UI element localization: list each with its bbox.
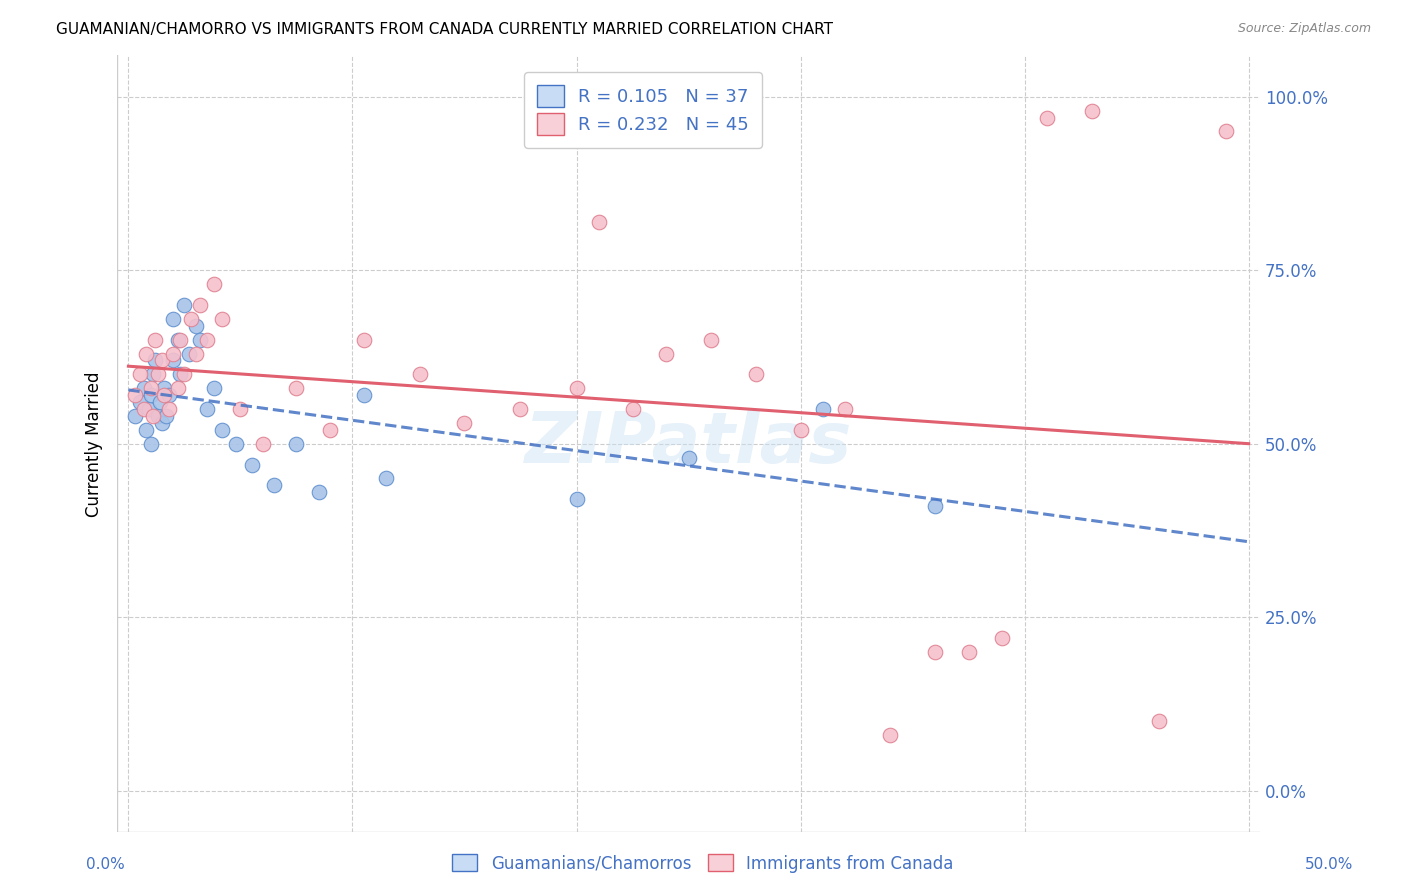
Point xyxy=(177,346,200,360)
Point xyxy=(135,423,157,437)
Point xyxy=(195,402,218,417)
Point xyxy=(565,492,588,507)
Text: GUAMANIAN/CHAMORRO VS IMMIGRANTS FROM CANADA CURRENTLY MARRIED CORRELATION CHART: GUAMANIAN/CHAMORRO VS IMMIGRANTS FROM CA… xyxy=(56,22,834,37)
Point xyxy=(588,215,610,229)
Point xyxy=(146,409,169,423)
Point xyxy=(229,402,252,417)
Point xyxy=(166,333,188,347)
Point xyxy=(157,402,180,417)
Point xyxy=(146,368,169,382)
Point xyxy=(162,311,184,326)
Point xyxy=(285,436,308,450)
Text: ZIPatlas: ZIPatlas xyxy=(524,409,852,478)
Point xyxy=(211,311,233,326)
Text: 50.0%: 50.0% xyxy=(1305,857,1353,872)
Point xyxy=(173,368,195,382)
Point xyxy=(924,500,946,514)
Point xyxy=(162,346,184,360)
Point xyxy=(252,436,274,450)
Point xyxy=(184,318,207,333)
Point xyxy=(924,645,946,659)
Point xyxy=(142,409,165,423)
Point xyxy=(834,402,856,417)
Point xyxy=(157,388,180,402)
Point xyxy=(153,388,176,402)
Point xyxy=(789,423,811,437)
Point xyxy=(139,436,162,450)
Legend: R = 0.105   N = 37, R = 0.232   N = 45: R = 0.105 N = 37, R = 0.232 N = 45 xyxy=(524,72,762,147)
Point xyxy=(453,416,475,430)
Point xyxy=(621,402,644,417)
Point xyxy=(169,368,191,382)
Point xyxy=(240,458,263,472)
Point xyxy=(565,381,588,395)
Point xyxy=(150,353,173,368)
Point xyxy=(124,409,146,423)
Point xyxy=(166,381,188,395)
Point xyxy=(202,277,225,292)
Point xyxy=(319,423,342,437)
Point xyxy=(408,368,430,382)
Point xyxy=(128,395,150,409)
Point xyxy=(180,311,202,326)
Point xyxy=(263,478,285,492)
Point xyxy=(124,388,146,402)
Point xyxy=(353,388,375,402)
Point xyxy=(745,368,768,382)
Text: Source: ZipAtlas.com: Source: ZipAtlas.com xyxy=(1237,22,1371,36)
Point xyxy=(142,368,165,382)
Point xyxy=(811,402,834,417)
Point xyxy=(162,353,184,368)
Point xyxy=(139,381,162,395)
Point xyxy=(132,402,155,417)
Point xyxy=(991,631,1014,645)
Point xyxy=(132,381,155,395)
Point xyxy=(169,333,191,347)
Point xyxy=(128,368,150,382)
Point xyxy=(879,728,901,742)
Point xyxy=(285,381,308,395)
Point xyxy=(143,333,166,347)
Point xyxy=(202,381,225,395)
Point xyxy=(188,333,211,347)
Point xyxy=(655,346,678,360)
Point xyxy=(225,436,247,450)
Point xyxy=(1147,714,1170,729)
Point xyxy=(149,395,172,409)
Point xyxy=(678,450,700,465)
Point xyxy=(211,423,233,437)
Point xyxy=(139,388,162,402)
Point xyxy=(173,298,195,312)
Point xyxy=(155,409,177,423)
Point xyxy=(138,402,160,417)
Point xyxy=(375,471,398,485)
Legend: Guamanians/Chamorros, Immigrants from Canada: Guamanians/Chamorros, Immigrants from Ca… xyxy=(446,847,960,880)
Point xyxy=(143,353,166,368)
Point xyxy=(188,298,211,312)
Text: 0.0%: 0.0% xyxy=(86,857,125,872)
Point xyxy=(700,333,723,347)
Point xyxy=(308,485,330,500)
Point xyxy=(135,346,157,360)
Point xyxy=(153,381,176,395)
Y-axis label: Currently Married: Currently Married xyxy=(86,371,103,516)
Point xyxy=(1081,103,1104,118)
Point xyxy=(509,402,531,417)
Point xyxy=(957,645,980,659)
Point xyxy=(353,333,375,347)
Point xyxy=(1215,124,1237,138)
Point xyxy=(1036,111,1059,125)
Point xyxy=(150,416,173,430)
Point xyxy=(184,346,207,360)
Point xyxy=(195,333,218,347)
